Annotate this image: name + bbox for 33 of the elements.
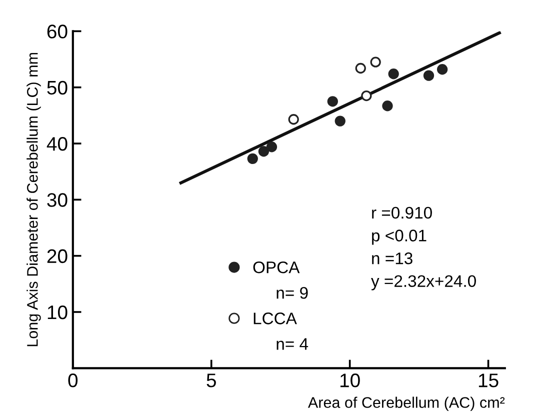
legend-label: LCCA: [254, 312, 297, 324]
x-tick-label: 15: [478, 374, 498, 388]
y-tick-label: 30: [47, 193, 68, 207]
y-tick-label: 50: [47, 80, 68, 95]
point: [327, 96, 338, 107]
x-axis-title: Area of Cerebellum (AC) cm²: [308, 396, 505, 411]
x-tick-label: 0: [68, 374, 78, 388]
x-tick-label: 10: [340, 374, 360, 388]
point: [370, 56, 381, 68]
annotation: n =13: [372, 252, 412, 264]
annotation: n= 9: [276, 286, 308, 299]
y-tick-label: 10: [48, 305, 68, 320]
point: [423, 70, 434, 81]
annotation: p <0.01: [372, 230, 426, 245]
point: [382, 100, 393, 112]
x-tick-label: 5: [206, 374, 216, 388]
point: [288, 114, 299, 125]
point: [266, 142, 278, 152]
point: [388, 68, 399, 80]
annotation: n= 4: [276, 338, 308, 350]
y-tick-label: 20: [47, 249, 68, 264]
point: [334, 116, 346, 126]
legend-label: OPCA: [253, 261, 300, 274]
point: [361, 90, 372, 102]
point: [355, 62, 366, 74]
annotation: r =0.910: [372, 206, 432, 219]
annotation: y =2.32x+24.0: [371, 275, 476, 290]
point: [436, 64, 448, 75]
y-tick-label: 60: [47, 24, 68, 38]
point: [258, 146, 270, 157]
y-axis-title: Long Axis Diameter of Cerebellum (LC) mm: [26, 52, 41, 346]
y-tick-label: 40: [46, 136, 68, 151]
point: [247, 153, 258, 164]
